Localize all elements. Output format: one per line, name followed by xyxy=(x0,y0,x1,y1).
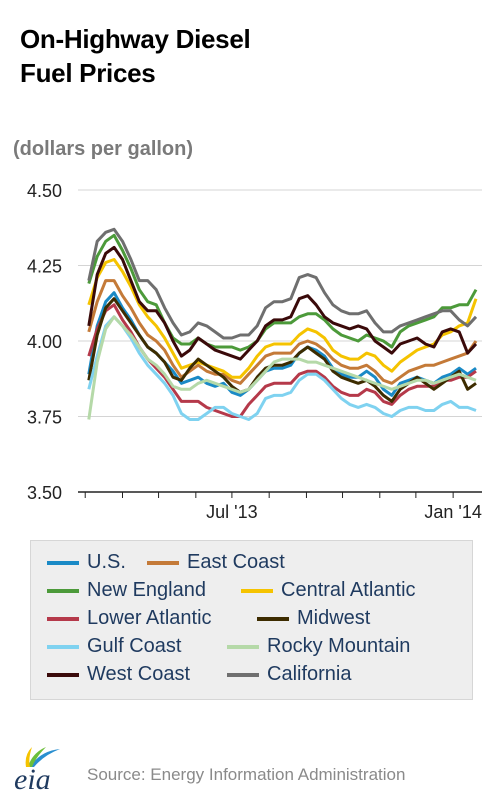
series-line-new-england xyxy=(87,233,478,352)
legend-label: Gulf Coast xyxy=(87,635,182,657)
legend-item: East Coast xyxy=(147,551,285,574)
series-line-california xyxy=(87,227,478,340)
legend-item: Gulf Coast xyxy=(47,635,181,658)
axes: 3.50 3.75 4.00 4.25 4.50 Jul '13 Jan '14 xyxy=(27,181,482,522)
gridlines xyxy=(78,189,482,417)
series-line-central-atlantic xyxy=(87,258,478,379)
legend-swatch xyxy=(147,560,179,565)
series-line-gulf-coast xyxy=(87,315,477,421)
series-lines xyxy=(87,227,478,421)
legend-item: California xyxy=(227,663,351,686)
legend-swatch xyxy=(47,672,79,677)
eia-logo: eia xyxy=(14,747,60,795)
chart-title-line-2: Fuel Prices xyxy=(20,58,156,88)
series-line-rocky-mountain xyxy=(87,315,477,420)
y-tick-label: 4.50 xyxy=(27,181,62,201)
legend-label: New England xyxy=(87,579,206,601)
legend-item: Midwest xyxy=(257,607,370,630)
chart-title-line-1: On-Highway Diesel xyxy=(20,24,251,54)
chart-legend: U.S. East Coast New England Central Atlanti… xyxy=(30,540,473,700)
legend-swatch xyxy=(47,616,79,621)
legend-swatch xyxy=(227,672,259,677)
x-tick-label: Jul '13 xyxy=(206,502,257,522)
legend-item: Central Atlantic xyxy=(241,579,416,602)
legend-label: East Coast xyxy=(187,551,285,573)
legend-label: Rocky Mountain xyxy=(267,635,411,657)
legend-item: Lower Atlantic xyxy=(47,607,212,630)
sun-rays-icon xyxy=(25,747,60,767)
legend-swatch xyxy=(227,644,259,649)
legend-item: Rocky Mountain xyxy=(227,635,410,658)
legend-item: U.S. xyxy=(47,551,126,574)
legend-swatch xyxy=(241,588,273,593)
legend-label: U.S. xyxy=(87,551,126,573)
legend-label: California xyxy=(267,663,352,685)
legend-label: Lower Atlantic xyxy=(87,607,212,629)
legend-swatch xyxy=(47,644,79,649)
legend-swatch xyxy=(257,616,289,621)
legend-label: Midwest xyxy=(297,607,371,629)
x-tick-label: Jan '14 xyxy=(424,502,481,522)
y-tick-label: 3.50 xyxy=(27,483,62,503)
chart-units-label: (dollars per gallon) xyxy=(13,138,194,160)
footer: eia Source: Energy Information Administr… xyxy=(0,745,500,800)
eia-logo-text: eia xyxy=(14,763,51,795)
legend-item: West Coast xyxy=(47,663,190,686)
line-chart: 3.50 3.75 4.00 4.25 4.50 Jul '13 Jan '14 xyxy=(27,181,482,522)
legend-swatch xyxy=(47,588,79,593)
source-note: Source: Energy Information Administratio… xyxy=(87,765,406,784)
legend-label: Central Atlantic xyxy=(281,579,416,601)
y-tick-label: 4.00 xyxy=(27,332,62,352)
series-line-west-coast xyxy=(87,245,478,361)
series-line-lower-atlantic xyxy=(87,303,477,418)
legend-swatch xyxy=(47,560,79,565)
y-tick-label: 4.25 xyxy=(27,257,62,277)
series-line-east-coast xyxy=(87,279,478,385)
legend-item: New England xyxy=(47,579,206,602)
chart-title: On-Highway Diesel Fuel Prices xyxy=(20,22,251,90)
y-tick-label: 3.75 xyxy=(27,408,62,428)
legend-label: West Coast xyxy=(87,663,190,685)
